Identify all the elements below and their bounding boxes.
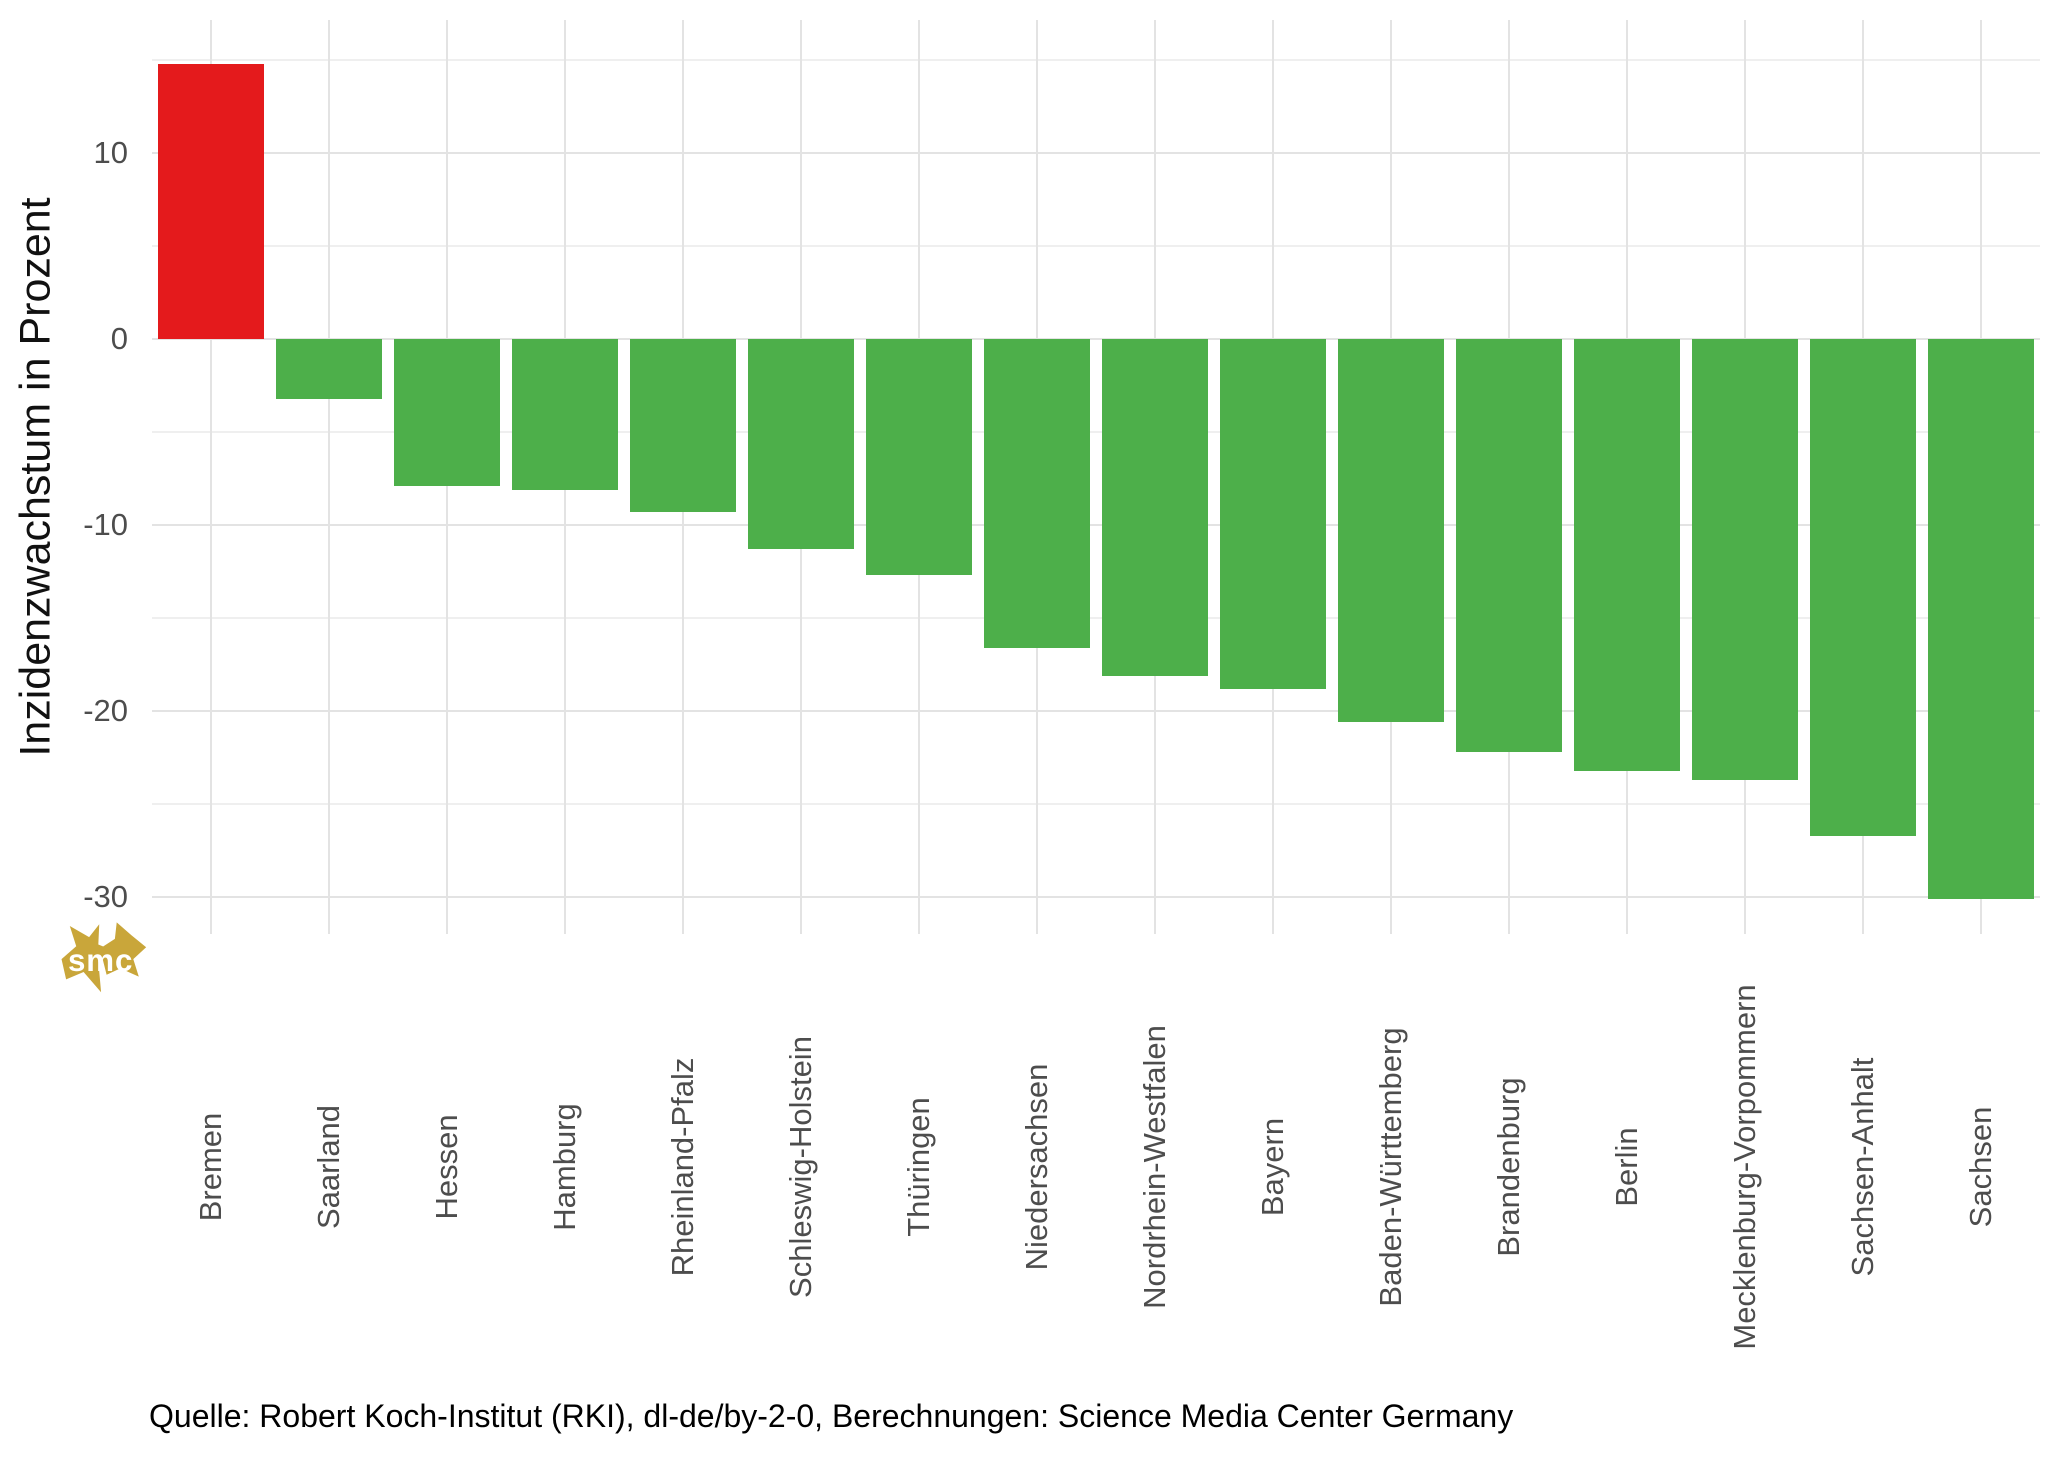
bar-schleswig-holstein	[747, 339, 855, 550]
y-tick-label--20: -20	[83, 693, 128, 728]
x-label-thüringen: Thüringen	[901, 1097, 936, 1237]
gridline-minor-y-15	[152, 59, 2040, 61]
gridline-minor-y-5	[152, 245, 2040, 247]
source-caption: Quelle: Robert Koch-Institut (RKI), dl-d…	[149, 1398, 1514, 1434]
bar-nordrhein-westfalen	[1101, 339, 1209, 676]
bar-brandenburg	[1455, 339, 1563, 752]
smc-logo-text: smc	[68, 943, 133, 978]
bar-saarland	[275, 339, 383, 399]
y-tick-label--30: -30	[83, 879, 128, 914]
smc-logo-shape-left	[61, 924, 114, 993]
smc-logo: smc	[61, 922, 147, 993]
x-label-sachsen-anhalt: Sachsen-Anhalt	[1845, 1057, 1880, 1277]
x-label-mecklenburg-vorpommern: Mecklenburg-Vorpommern	[1727, 984, 1762, 1350]
plot-panel	[152, 20, 2040, 934]
smc-logo-shape-right	[99, 922, 147, 977]
x-label-hamburg: Hamburg	[547, 1103, 582, 1231]
bar-sachsen-anhalt	[1809, 339, 1917, 836]
x-label-hessen: Hessen	[429, 1114, 464, 1220]
gridline-major-y--30	[152, 895, 2040, 899]
gridline-major-y-0	[152, 337, 2040, 341]
y-tick-label--10: -10	[83, 507, 128, 542]
bar-rheinland-pfalz	[629, 339, 737, 512]
gridline-minor-y--25	[152, 803, 2040, 805]
y-tick-label-10: 10	[93, 135, 128, 170]
gridline-x-0	[209, 20, 213, 934]
gridline-major-y--10	[152, 523, 2040, 527]
bar-bremen	[157, 63, 265, 339]
x-label-nordrhein-westfalen: Nordrhein-Westfalen	[1137, 1025, 1172, 1309]
x-label-saarland: Saarland	[311, 1104, 346, 1230]
x-label-brandenburg: Brandenburg	[1491, 1077, 1526, 1257]
bar-thüringen	[865, 339, 973, 576]
bar-hessen	[393, 339, 501, 486]
y-axis-title: Inzidenzwachstum in Prozent	[11, 197, 60, 757]
gridline-major-y-10	[152, 151, 2040, 155]
bar-niedersachsen	[983, 339, 1091, 648]
bar-bayern	[1219, 339, 1327, 689]
x-label-bayern: Bayern	[1255, 1117, 1290, 1217]
gridline-x-1	[327, 20, 331, 934]
gridline-major-y--20	[152, 709, 2040, 713]
x-label-niedersachsen: Niedersachsen	[1019, 1063, 1054, 1271]
bar-mecklenburg-vorpommern	[1691, 339, 1799, 780]
x-label-bremen: Bremen	[193, 1112, 228, 1222]
y-tick-label-0: 0	[110, 321, 128, 356]
x-label-rheinland-pfalz: Rheinland-Pfalz	[665, 1057, 700, 1277]
gridline-minor-y--5	[152, 431, 2040, 433]
bar-berlin	[1573, 339, 1681, 771]
gridline-minor-y--15	[152, 617, 2040, 619]
x-label-baden-württemberg: Baden-Württemberg	[1373, 1027, 1408, 1307]
x-label-berlin: Berlin	[1609, 1127, 1644, 1207]
bar-sachsen	[1927, 339, 2035, 899]
x-label-sachsen: Sachsen	[1963, 1106, 1998, 1228]
bar-hamburg	[511, 339, 619, 490]
x-label-schleswig-holstein: Schleswig-Holstein	[783, 1036, 818, 1298]
bar-baden-württemberg	[1337, 339, 1445, 723]
